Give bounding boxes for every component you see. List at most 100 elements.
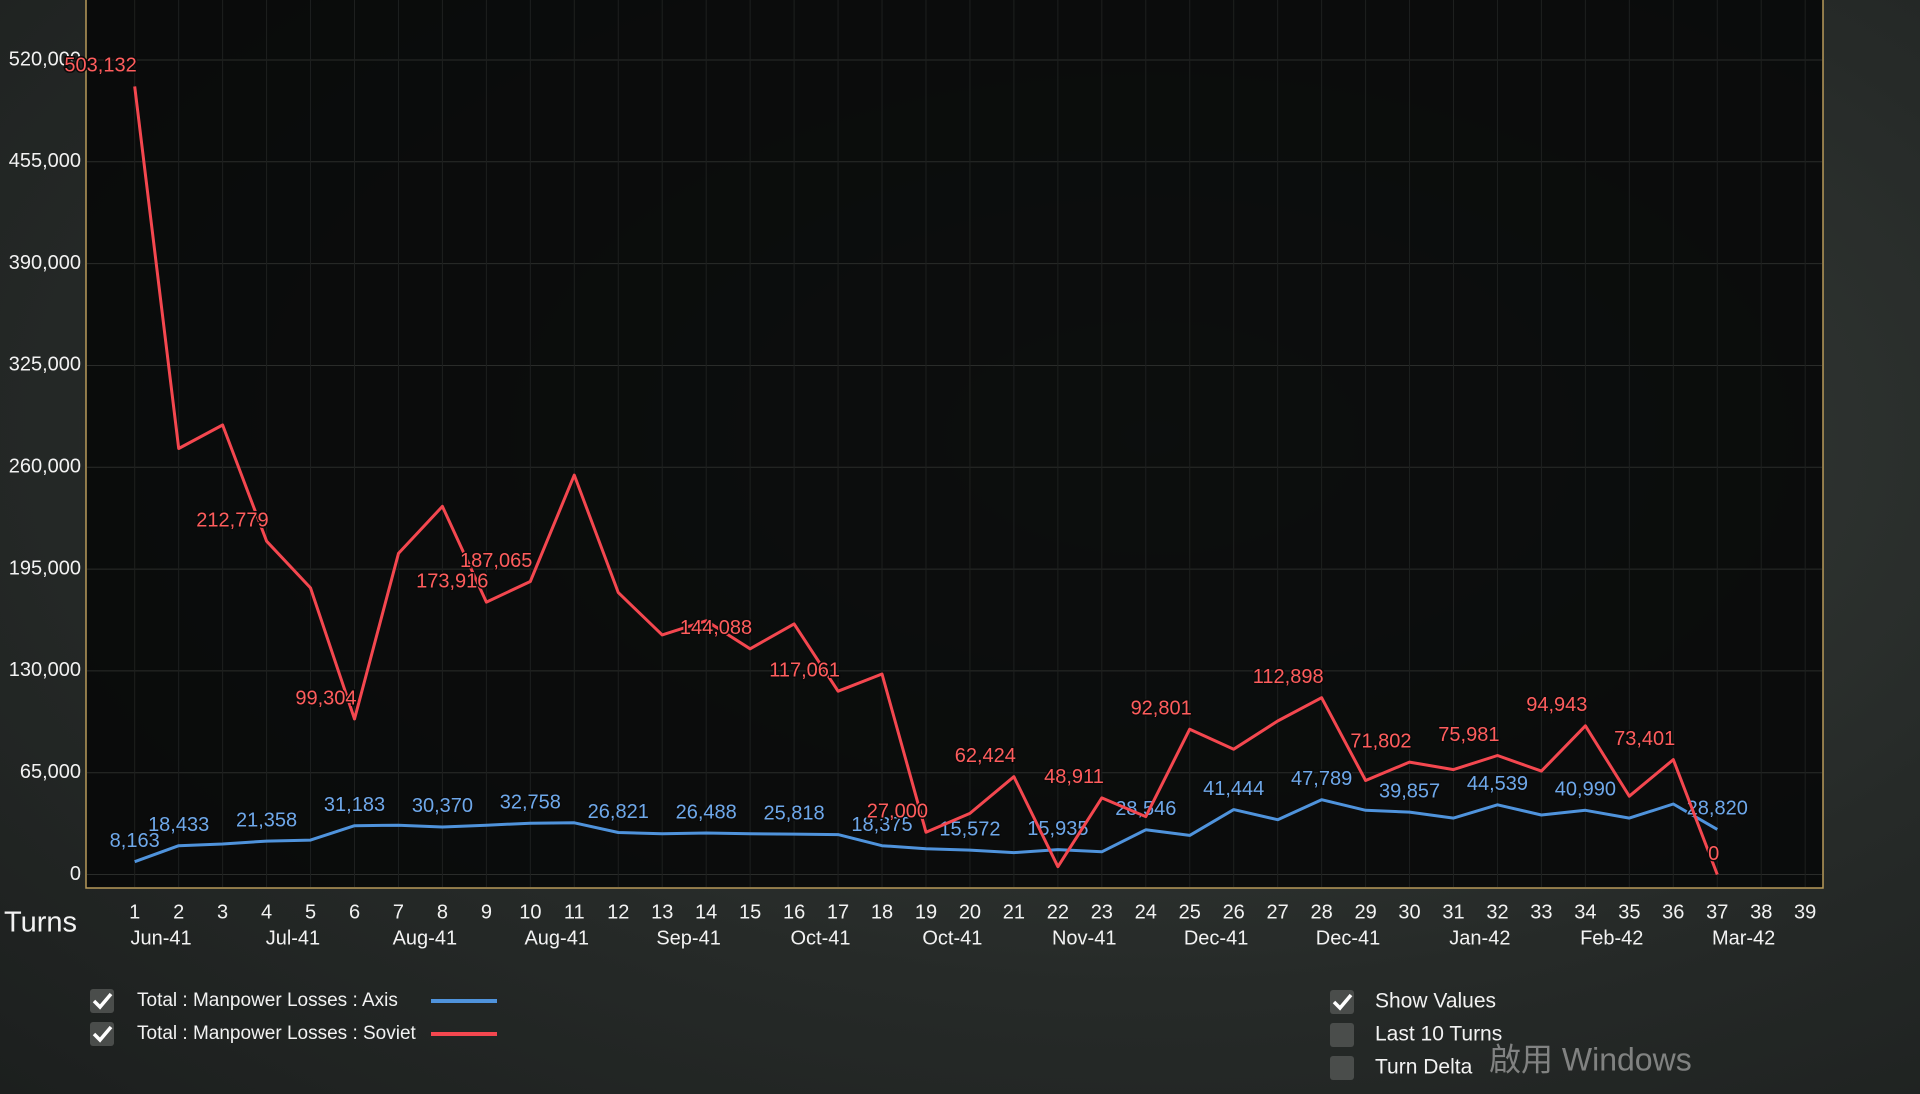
value-label: 8,163: [110, 830, 160, 852]
value-label: 503,132: [64, 55, 136, 77]
y-tick-label: 0: [70, 863, 81, 885]
x-tick-label: 33: [1530, 901, 1552, 923]
checkbox[interactable]: [90, 989, 114, 1013]
legend-label[interactable]: Total : Manpower Losses : Soviet: [137, 1023, 417, 1044]
value-label: 26,488: [676, 801, 737, 823]
x-tick-label: 10: [519, 901, 541, 923]
value-label: 71,802: [1350, 730, 1411, 752]
x-tick-label: 32: [1486, 901, 1508, 923]
month-label: Nov-41: [1052, 927, 1116, 949]
y-tick-label: 325,000: [9, 354, 81, 376]
x-tick-label: 35: [1618, 901, 1640, 923]
x-tick-label: 9: [481, 901, 492, 923]
y-tick-label: 195,000: [9, 557, 81, 579]
series-line: [134, 798, 1719, 864]
x-tick-label: 11: [564, 901, 585, 923]
x-tick-label: 17: [827, 901, 849, 923]
x-tick-label: 1: [129, 901, 140, 923]
value-label: 75,981: [1438, 724, 1499, 746]
value-label: 25,818: [764, 802, 825, 824]
x-tick-label: 16: [783, 901, 805, 923]
x-tick-label: 8: [437, 901, 448, 923]
y-tick-label: 520,000: [9, 48, 81, 70]
value-label: 40,990: [1555, 779, 1616, 801]
month-label: Oct-41: [922, 927, 982, 949]
x-tick-label: 20: [959, 901, 981, 923]
value-label: 30,370: [412, 795, 473, 817]
value-label: 47,789: [1291, 768, 1352, 790]
option-label[interactable]: Turn Delta: [1375, 1056, 1473, 1079]
month-label: Dec-41: [1316, 927, 1380, 949]
month-label: Oct-41: [790, 927, 850, 949]
x-tick-label: 14: [695, 901, 717, 923]
x-tick-label: 27: [1267, 901, 1289, 923]
x-tick-label: 28: [1310, 901, 1332, 923]
checkbox[interactable]: [1330, 1056, 1354, 1080]
value-label: 39,857: [1379, 780, 1440, 802]
value-label: 18,433: [148, 814, 209, 836]
value-label: 27,000: [867, 801, 928, 823]
option-label[interactable]: Show Values: [1375, 990, 1496, 1013]
option-label[interactable]: Last 10 Turns: [1375, 1023, 1502, 1046]
x-tick-label: 15: [739, 901, 761, 923]
value-label: 32,758: [500, 791, 561, 813]
checkbox[interactable]: [1330, 990, 1354, 1014]
month-label: Jul-41: [266, 927, 320, 949]
checkmark: [92, 1025, 113, 1043]
y-tick-label: 65,000: [20, 761, 81, 783]
x-tick-label: 6: [349, 901, 360, 923]
x-tick-label: 24: [1135, 901, 1157, 923]
value-label: 144,088: [680, 617, 752, 639]
watermark: 啟用 Windows: [1489, 1041, 1692, 1077]
x-tick-label: 12: [607, 901, 629, 923]
x-tick-label: 30: [1398, 901, 1420, 923]
x-tick-label: 29: [1354, 901, 1376, 923]
x-tick-label: 4: [261, 901, 272, 923]
value-label: 62,424: [955, 745, 1016, 767]
value-label: 94,943: [1526, 694, 1587, 716]
y-tick-label: 130,000: [9, 659, 81, 681]
x-tick-label: 25: [1179, 901, 1201, 923]
checkbox[interactable]: [1330, 1023, 1354, 1047]
x-tick-label: 5: [305, 901, 316, 923]
series-line: [133, 86, 1719, 876]
month-label: Feb-42: [1580, 927, 1643, 949]
value-label: 48,911: [1044, 766, 1104, 788]
y-tick-label: 390,000: [9, 252, 81, 274]
x-tick-label: 36: [1662, 901, 1684, 923]
value-label: 18,375: [851, 814, 912, 836]
value-label: 92,801: [1131, 697, 1192, 719]
y-tick-label: 455,000: [9, 150, 81, 172]
x-tick-label: 23: [1091, 901, 1113, 923]
value-label: 44,539: [1467, 773, 1528, 795]
x-tick-label: 22: [1047, 901, 1069, 923]
x-tick-label: 37: [1706, 901, 1728, 923]
value-label: 99,304: [295, 687, 356, 709]
legend-label[interactable]: Total : Manpower Losses : Axis: [137, 990, 398, 1011]
x-tick-label: 21: [1003, 901, 1025, 923]
value-label: 173,916: [416, 570, 488, 592]
x-tick-label: 7: [393, 901, 404, 923]
value-label: 73,401: [1614, 728, 1675, 750]
value-label: 112,898: [1253, 666, 1324, 688]
checkmark: [1332, 993, 1353, 1011]
value-label: 28,820: [1687, 798, 1748, 820]
checkbox[interactable]: [90, 1022, 114, 1046]
month-label: Aug-41: [393, 927, 458, 949]
x-tick-label: 26: [1223, 901, 1245, 923]
x-tick-label: 3: [217, 901, 228, 923]
month-label: Jan-42: [1449, 927, 1510, 949]
x-axis-label: Turns: [4, 907, 77, 939]
month-label: Sep-41: [656, 927, 721, 949]
value-label: 21,358: [236, 809, 297, 831]
month-label: Aug-41: [524, 927, 589, 949]
value-label: 0: [1708, 843, 1719, 865]
x-tick-label: 38: [1750, 901, 1772, 923]
x-tick-label: 18: [871, 901, 893, 923]
value-label: 41,444: [1203, 778, 1264, 800]
plot-area: [85, 0, 1824, 889]
month-label: Dec-41: [1184, 927, 1248, 949]
x-tick-label: 13: [651, 901, 673, 923]
month-label: Mar-42: [1712, 927, 1775, 949]
